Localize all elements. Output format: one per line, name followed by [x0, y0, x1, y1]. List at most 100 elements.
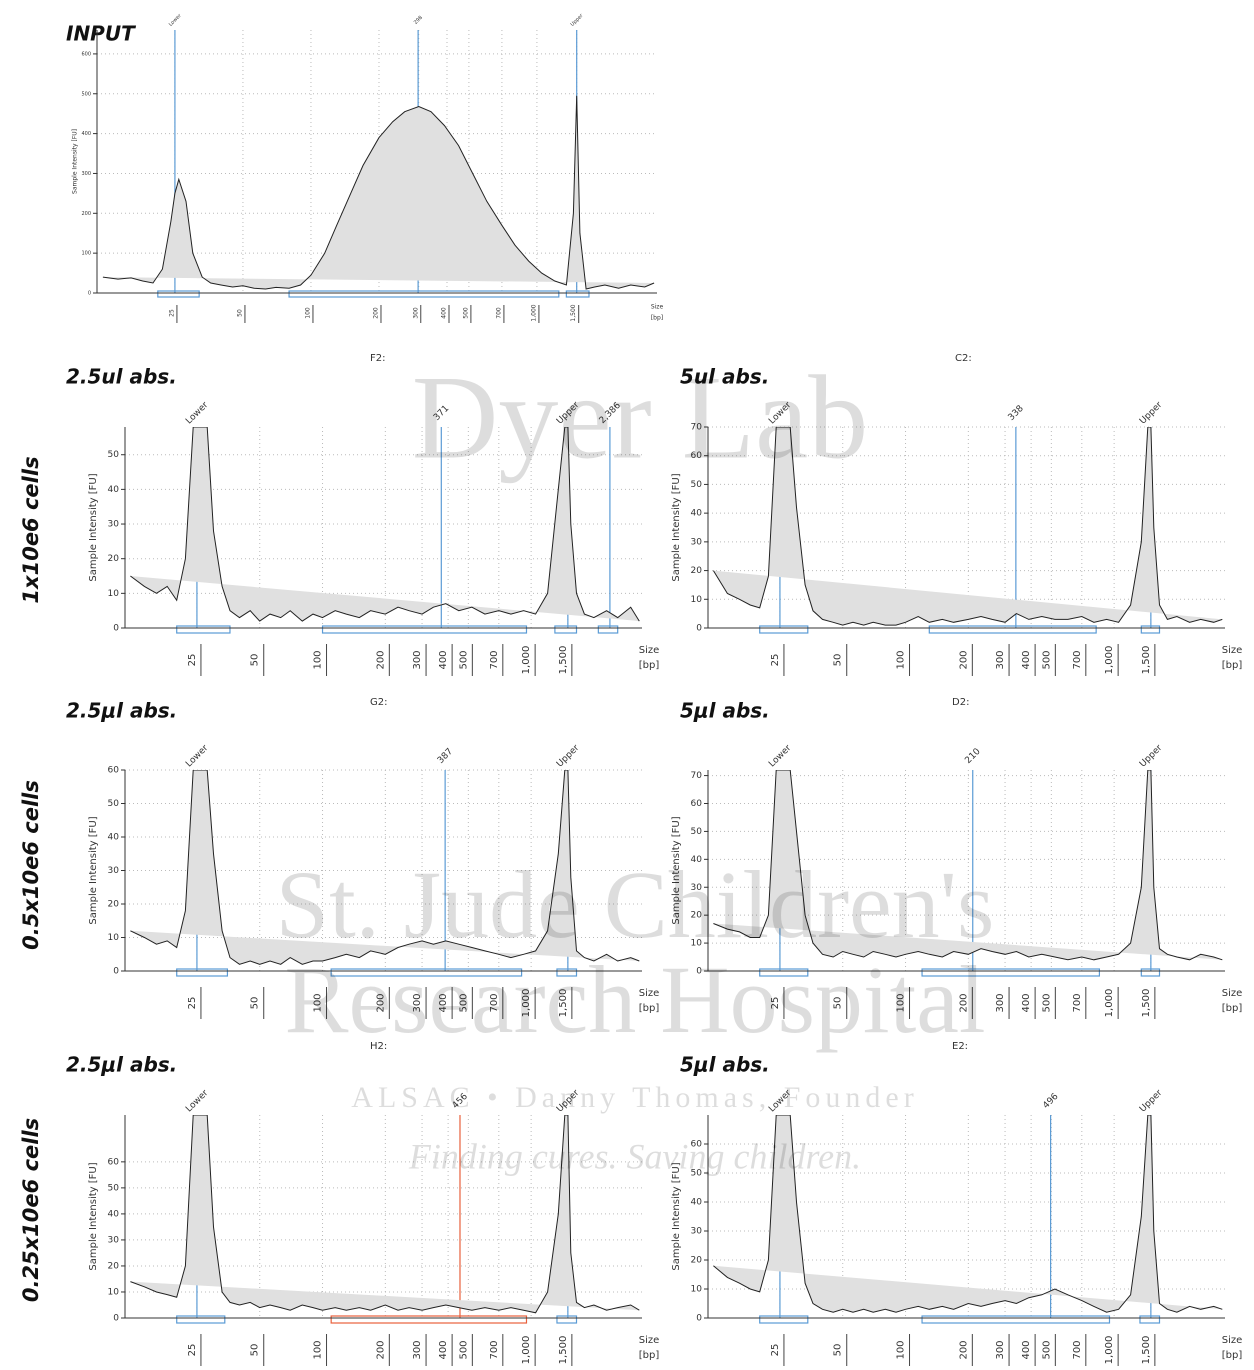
x-tick-label: 25 — [770, 1344, 781, 1357]
panel-title: 5μl abs. — [680, 1053, 770, 1077]
x-tick-label: 50 — [833, 1344, 844, 1357]
x-tick-label: 1,500 — [1141, 646, 1152, 675]
x-tick-label: 25 — [770, 997, 781, 1010]
trace-area — [102, 95, 655, 289]
x-tick-label: 200 — [958, 1340, 969, 1359]
peak-marker-label: Lower — [168, 12, 184, 28]
x-tick-label: 400 — [1021, 1340, 1032, 1359]
watermark-text: ALSAC • Danny Thomas, Founder — [351, 1081, 918, 1114]
watermark: Dyer Lab St. Jude Children's Research Ho… — [276, 351, 995, 1177]
y-tick-label: 40 — [108, 833, 120, 843]
x-axis-label: Size — [1222, 1335, 1243, 1346]
y-tick-label: 30 — [691, 537, 703, 547]
y-tick-label: 60 — [691, 451, 703, 461]
sample-name: E2: — [952, 1041, 968, 1052]
x-tick-label: 500 — [1041, 1340, 1052, 1359]
y-axis-label: Sample Intensity [FU] — [671, 816, 682, 924]
y-tick-label: 40 — [108, 1209, 120, 1219]
x-tick-label: 400 — [438, 1340, 449, 1359]
region — [1140, 968, 1161, 977]
region — [321, 625, 528, 634]
x-axis-unit: [bp] — [651, 315, 663, 322]
x-tick-label: 400 — [440, 307, 447, 319]
x-tick-label: 500 — [1041, 993, 1052, 1012]
peak-marker-label: Lower — [184, 743, 210, 769]
y-axis-label: Sample Intensity [FU] — [671, 473, 682, 581]
x-tick-label: 700 — [495, 307, 502, 319]
x-tick-label: 50 — [236, 309, 243, 317]
y-tick-label: 600 — [81, 51, 91, 57]
region — [330, 1315, 528, 1324]
row-label: 0.5x10e6 cells — [19, 780, 43, 950]
x-tick-label: 700 — [489, 650, 500, 669]
x-axis-unit: [bp] — [1222, 660, 1243, 671]
y-tick-label: 30 — [108, 866, 120, 876]
y-tick-label: 0 — [696, 1314, 702, 1324]
x-tick-label: 400 — [438, 650, 449, 669]
sample-name: C2: — [955, 353, 972, 364]
region — [176, 1315, 226, 1324]
x-tick-label: 1,000 — [521, 646, 532, 675]
x-tick-label: 50 — [250, 1344, 261, 1357]
x-axis-label: Size — [651, 304, 664, 311]
y-tick-label: 0 — [696, 624, 702, 634]
peak-marker-label: Lower — [767, 743, 793, 769]
peak-marker-label: 496 — [1041, 1092, 1060, 1111]
x-tick-label: 100 — [304, 307, 311, 319]
x-tick-label: 1,000 — [521, 1336, 532, 1365]
y-tick-label: 300 — [81, 171, 91, 177]
x-axis-unit: [bp] — [639, 660, 660, 671]
peak-marker-label: Upper — [1138, 400, 1165, 427]
x-tick-label: 700 — [489, 1340, 500, 1359]
y-tick-label: 50 — [691, 827, 703, 837]
y-tick-label: 0 — [113, 1314, 119, 1324]
region — [556, 1315, 578, 1324]
region — [921, 1315, 1111, 1324]
x-tick-label: 300 — [412, 1340, 423, 1359]
x-axis-label: Size — [1222, 988, 1243, 999]
x-tick-label: 100 — [313, 650, 324, 669]
panel: INPUT 0 100 200 300 400 500 600 25 50 100 200 300 400… — [66, 12, 663, 323]
y-tick-label: 70 — [691, 423, 703, 433]
x-tick-label: 700 — [1072, 1340, 1083, 1359]
peak-marker-label: Upper — [555, 743, 582, 770]
peak-marker-label: Upper — [1138, 743, 1165, 770]
panel-title: 2.5ul abs. — [66, 365, 177, 389]
y-axis-label: Sample Intensity [FU] — [671, 1162, 682, 1270]
peak-marker-label: 338 — [1007, 404, 1026, 423]
y-tick-label: 30 — [691, 1227, 703, 1237]
x-tick-label: 1,000 — [530, 304, 537, 321]
y-tick-label: 40 — [691, 509, 703, 519]
peak-marker-label: Lower — [184, 1088, 210, 1114]
region — [1140, 625, 1161, 634]
y-axis-label: Sample Intensity [FU] — [88, 473, 99, 581]
x-tick-label: 1,500 — [558, 646, 569, 675]
x-tick-label: 200 — [375, 1340, 386, 1359]
y-tick-label: 400 — [81, 131, 91, 137]
y-tick-label: 50 — [691, 480, 703, 490]
y-tick-label: 500 — [81, 91, 91, 97]
y-tick-label: 10 — [108, 933, 120, 943]
y-tick-label: 10 — [108, 589, 120, 599]
region — [759, 1315, 809, 1324]
trace-line — [712, 427, 1223, 626]
y-tick-label: 20 — [108, 554, 120, 564]
x-tick-label: 300 — [412, 993, 423, 1012]
peak-marker-label: Lower — [184, 400, 210, 426]
y-axis-label: Sample Intensity [FU] — [88, 1162, 99, 1270]
x-tick-label: 500 — [458, 993, 469, 1012]
x-tick-label: 300 — [412, 650, 423, 669]
x-axis-label: Size — [639, 645, 660, 656]
y-tick-label: 20 — [691, 1256, 703, 1266]
region — [597, 625, 619, 634]
trace-line — [102, 95, 655, 290]
y-tick-label: 10 — [691, 1285, 703, 1295]
y-tick-label: 40 — [108, 485, 120, 495]
x-tick-label: 200 — [372, 307, 379, 319]
panel-title: 2.5μl abs. — [66, 699, 177, 723]
x-tick-label: 400 — [1021, 993, 1032, 1012]
x-tick-label: 25 — [770, 654, 781, 667]
x-tick-label: 200 — [958, 993, 969, 1012]
x-tick-label: 100 — [313, 993, 324, 1012]
